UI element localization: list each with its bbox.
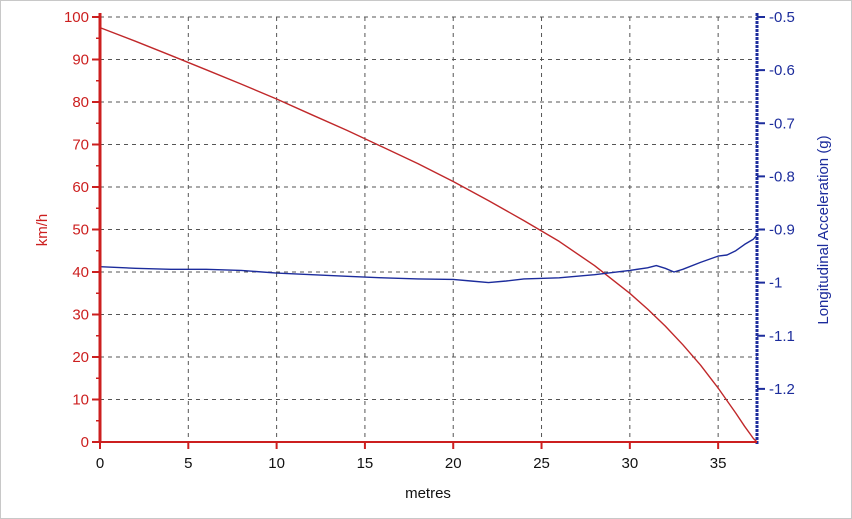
left-y-tick-label: 60: [72, 179, 89, 196]
right-y-tick-label: -1: [769, 275, 782, 292]
x-tick-label: 5: [184, 455, 192, 472]
right-y-tick-label: -1.2: [769, 381, 795, 398]
left-y-tick-label: 30: [72, 307, 89, 324]
axes: [92, 13, 765, 449]
x-tick-label: 0: [96, 455, 104, 472]
acceleration-series-line: [99, 234, 758, 284]
x-tick-label: 10: [268, 455, 285, 472]
grid: [100, 16, 757, 442]
left-y-tick-label: 100: [64, 9, 89, 26]
left-y-tick-label: 80: [72, 94, 89, 111]
x-tick-label: 20: [445, 455, 462, 472]
x-tick-label: 15: [357, 455, 374, 472]
left-y-tick-label: 40: [72, 264, 89, 281]
right-y-tick-label: -0.8: [769, 168, 795, 185]
x-tick-label: 30: [621, 455, 638, 472]
right-y-axis-title: Longitudinal Acceleration (g): [815, 135, 832, 324]
series-layer: [99, 26, 758, 443]
left-y-tick-label: 90: [72, 52, 89, 69]
x-tick-label: 25: [533, 455, 550, 472]
right-y-tick-label: -0.9: [769, 222, 795, 239]
right-y-tick-label: -0.5: [769, 9, 795, 26]
right-y-tick-label: -0.7: [769, 115, 795, 132]
left-y-tick-label: 70: [72, 137, 89, 154]
left-y-axis-title: km/h: [34, 214, 51, 247]
x-axis-title: metres: [405, 485, 451, 502]
left-y-tick-label: 20: [72, 349, 89, 366]
left-y-tick-label: 0: [81, 434, 89, 451]
speed-series-line: [99, 26, 758, 443]
right-y-tick-label: -0.6: [769, 62, 795, 79]
left-y-tick-label: 50: [72, 222, 89, 239]
x-tick-label: 35: [710, 455, 727, 472]
left-y-tick-label: 10: [72, 392, 89, 409]
right-y-tick-label: -1.1: [769, 328, 795, 345]
